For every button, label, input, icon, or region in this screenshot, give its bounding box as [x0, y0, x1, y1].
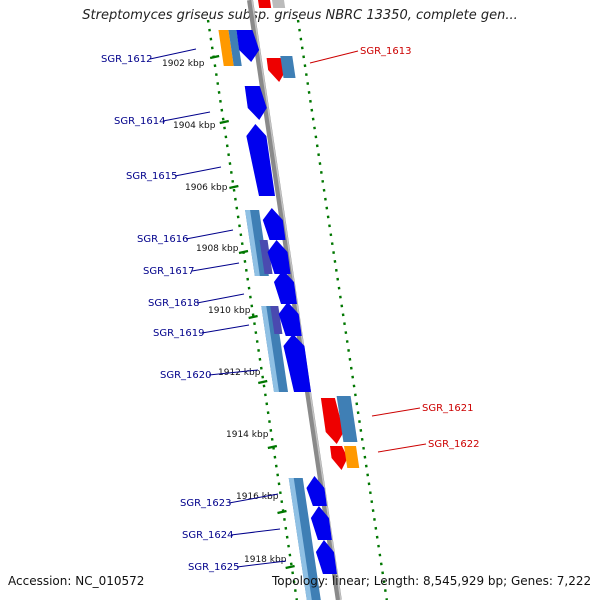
feature-block[interactable]	[259, 240, 273, 274]
grey-feature-top[interactable]	[272, 0, 286, 8]
gene-label-leader	[149, 48, 197, 60]
topology-text: Topology: linear; Length: 8,545,929 bp; …	[272, 574, 592, 588]
kbp-tick	[257, 379, 268, 385]
gene-label-leader	[230, 528, 281, 536]
kbp-label: 1918 kbp	[244, 555, 287, 565]
gene-label-sgr-1612[interactable]: SGR_1612	[101, 54, 153, 65]
gene-label-sgr-1622[interactable]: SGR_1622	[428, 439, 480, 450]
forward-gene-sgr-1624[interactable]	[310, 506, 332, 540]
forward-gene-sgr-1617[interactable]	[267, 240, 291, 274]
forward-gene-sgr-1618[interactable]	[273, 270, 297, 304]
cds-block[interactable]	[336, 396, 358, 442]
kbp-tick	[229, 184, 239, 190]
forward-gene-sgr-1620[interactable]	[283, 334, 312, 392]
kbp-tick	[238, 249, 249, 255]
cds-block-highlight[interactable]	[245, 210, 260, 276]
orange-feature[interactable]	[218, 30, 234, 66]
gene-label-sgr-1613[interactable]: SGR_1613	[360, 46, 412, 57]
forward-gene-sgr-1623[interactable]	[306, 476, 327, 506]
kbp-tick	[285, 564, 295, 570]
accession-text: Accession: NC_010572	[8, 574, 145, 588]
cds-block[interactable]	[280, 56, 296, 78]
forward-gene-sgr-1615[interactable]	[246, 124, 276, 196]
forward-gene-sgr-1619[interactable]	[278, 302, 302, 336]
gene-label-leader	[162, 111, 211, 122]
gene-label-sgr-1615[interactable]: SGR_1615	[126, 171, 178, 182]
forward-gene-sgr-1614[interactable]	[244, 86, 267, 120]
gene-label-leader	[236, 560, 287, 568]
gene-label-sgr-1616[interactable]: SGR_1616	[137, 234, 189, 245]
gene-label-leader	[309, 50, 359, 64]
gene-label-sgr-1621[interactable]: SGR_1621	[422, 403, 474, 414]
gene-label-leader	[185, 229, 234, 240]
gene-label-sgr-1623[interactable]: SGR_1623	[180, 498, 232, 509]
gene-label-sgr-1624[interactable]: SGR_1624	[182, 530, 234, 541]
forward-gene-sgr-1612[interactable]	[236, 30, 260, 62]
kbp-label: 1908 kbp	[196, 244, 239, 254]
gene-label-leader	[201, 324, 250, 334]
feature-block[interactable]	[270, 306, 283, 334]
gene-label-sgr-1618[interactable]: SGR_1618	[148, 298, 200, 309]
kbp-label: 1902 kbp	[162, 59, 205, 69]
kbp-tick	[277, 509, 287, 515]
kbp-tick	[248, 314, 258, 320]
gene-label-leader	[174, 166, 222, 177]
reverse-gene-sgr-1613[interactable]	[266, 58, 287, 82]
gene-label-leader	[371, 407, 421, 417]
gene-label-leader	[208, 369, 259, 376]
reverse-gene-top[interactable]	[258, 0, 272, 8]
forward-gene-sgr-1616[interactable]	[262, 208, 286, 240]
forward-gene-sgr-1625[interactable]	[315, 540, 337, 574]
kbp-label: 1910 kbp	[208, 306, 251, 316]
cds-block-highlight[interactable]	[288, 478, 312, 600]
orange-feature[interactable]	[344, 446, 360, 468]
gene-label-sgr-1625[interactable]: SGR_1625	[188, 562, 240, 573]
kbp-label: 1914 kbp	[226, 430, 269, 440]
gene-label-leader	[191, 262, 240, 272]
kbp-tick	[267, 444, 278, 450]
cds-block[interactable]	[228, 30, 242, 66]
gene-label-leader	[228, 493, 279, 504]
kbp-label: 1916 kbp	[236, 492, 279, 502]
kbp-label: 1904 kbp	[173, 121, 216, 131]
kbp-label: 1912 kbp	[218, 368, 261, 378]
gene-label-sgr-1620[interactable]: SGR_1620	[160, 370, 212, 381]
gene-label-leader	[196, 293, 245, 304]
right-track-boundary	[296, 19, 388, 600]
gene-label-leader	[377, 443, 427, 453]
cds-block-highlight[interactable]	[261, 306, 280, 392]
genome-title: Streptomyces griseus subsp. griseus NBRC…	[82, 8, 518, 23]
gene-label-sgr-1619[interactable]: SGR_1619	[153, 328, 205, 339]
reverse-gene-sgr-1622[interactable]	[330, 446, 348, 470]
kbp-tick	[219, 119, 230, 125]
reverse-gene-sgr-1621[interactable]	[320, 398, 344, 444]
kbp-tick	[209, 54, 220, 60]
gene-label-sgr-1617[interactable]: SGR_1617	[143, 266, 195, 277]
gene-label-sgr-1614[interactable]: SGR_1614	[114, 116, 166, 127]
kbp-label: 1906 kbp	[185, 183, 228, 193]
